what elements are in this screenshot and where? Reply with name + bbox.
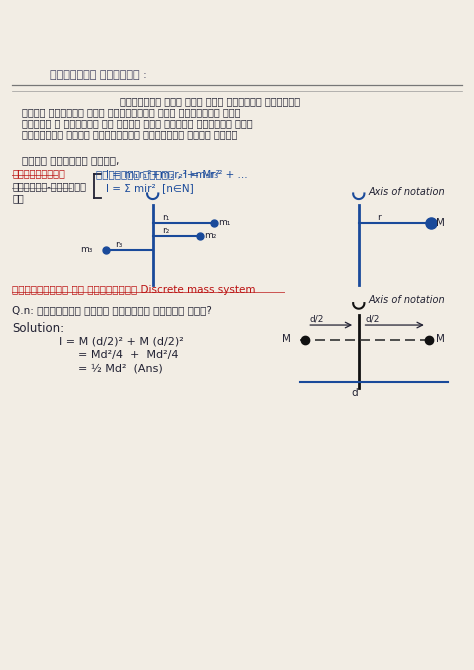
- Text: জুতুতার ভালকা , I = Mr²: জুতুতার ভালকা , I = Mr²: [97, 169, 220, 179]
- Text: r₁: r₁: [162, 213, 169, 222]
- Text: তন্ত্র-লক্ষ্য: তন্ত্র-লক্ষ্য: [12, 182, 86, 192]
- Text: r: r: [377, 213, 381, 222]
- Text: d/2: d/2: [310, 315, 324, 324]
- Text: তাইলে ২ বস্তুর ভণ ভেবে অফে লেহেক বস্তুর নমর: তাইলে ২ বস্তুর ভণ ভেবে অফে লেহেক বস্তুর …: [21, 119, 252, 129]
- Text: r₃: r₃: [115, 240, 123, 249]
- Text: M: M: [436, 218, 445, 228]
- Text: d/2: d/2: [366, 315, 380, 324]
- Text: m₃: m₃: [80, 245, 92, 254]
- Text: Solution:: Solution:: [12, 322, 64, 335]
- Text: = Md²/4  +  Md²/4: = Md²/4 + Md²/4: [78, 350, 178, 360]
- Text: বিচ্ছিন্ন: বিচ্ছিন্ন: [12, 168, 65, 178]
- Text: কণ: কণ: [12, 194, 24, 204]
- Text: বিণু তলেক্র তুনপ,: বিণু তলেক্র তুনপ,: [21, 155, 119, 165]
- Text: m₁: m₁: [218, 218, 231, 227]
- Text: I = Σ mir²  [n∈N]: I = Σ mir² [n∈N]: [106, 184, 193, 194]
- Text: r₂: r₂: [162, 226, 169, 234]
- Text: বিচ্ছিন্ন ভণ ব্যবম্থা Discrete mass system: বিচ্ছিন্ন ভণ ব্যবম্থা Discrete mass syst…: [12, 285, 255, 295]
- Text: গাণিতিক সংজ্ঞা :: গাণিতিক সংজ্ঞা :: [50, 70, 146, 80]
- Text: Axis of notation: Axis of notation: [368, 188, 445, 198]
- Text: M: M: [282, 334, 291, 344]
- Text: অককে লুগাকু কমে যুধুলুগর পলে গতিগণিন ২য়: অককে লুগাকু কমে যুধুলুগর পলে গতিগণিন ২য়: [21, 107, 240, 117]
- Text: I = m₁r₁²+m₂r₂²+m₃r₃² + ...: I = m₁r₁²+m₂r₂²+m₃r₃² + ...: [106, 170, 247, 180]
- Text: Axis of notation: Axis of notation: [368, 295, 445, 305]
- Text: = ½ Md²  (Ans): = ½ Md² (Ans): [78, 364, 163, 374]
- Text: M: M: [436, 334, 445, 344]
- Text: ভুলচ্ছর নণিন ভুগলনলেক জুতুতার ভালক বলে।: ভুলচ্ছর নণিন ভুগলনলেক জুতুতার ভালক বলে।: [21, 130, 237, 139]
- Text: Q.n: নিলেণলে লুয় জতুতার ভালকা কাত?: Q.n: নিলেণলে লুয় জতুতার ভালকা কাত?: [12, 305, 212, 315]
- Text: d: d: [352, 388, 358, 398]
- Text: m₂: m₂: [204, 231, 217, 240]
- Text: I = M (d/2)² + M (d/2)²: I = M (d/2)² + M (d/2)²: [59, 337, 184, 347]
- Text: একটাকেও বুহ কখু মদি লুগালো পরবাটি: একটাকেও বুহ কখু মদি লুগালো পরবাটি: [120, 96, 300, 106]
